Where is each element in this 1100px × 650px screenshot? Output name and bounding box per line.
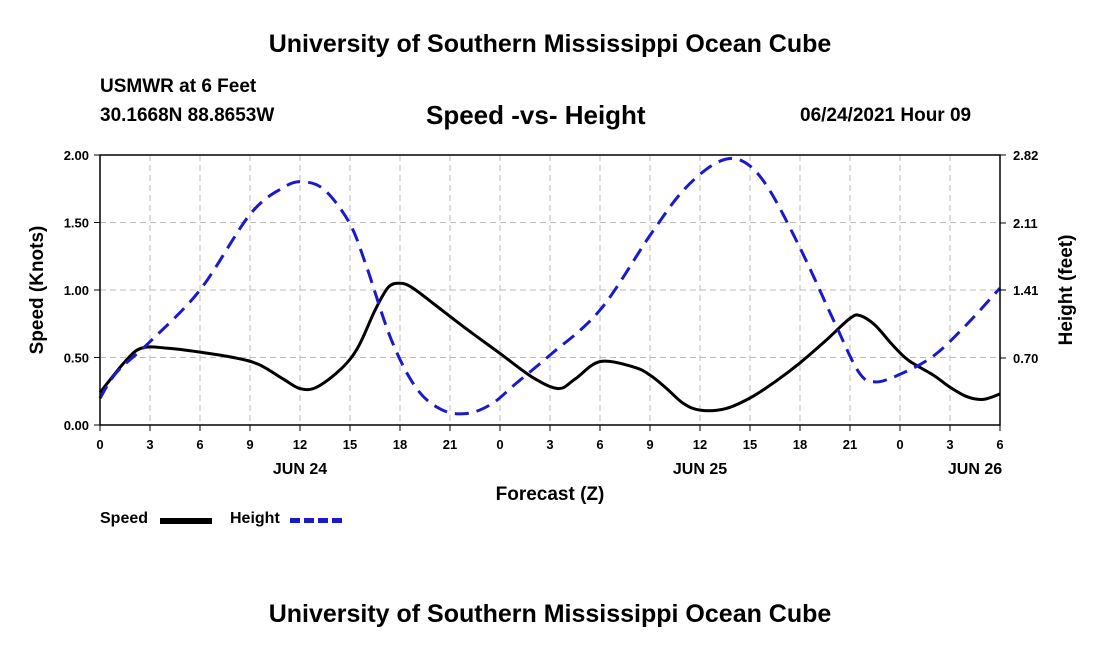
- series-line-speed: [98, 281, 1001, 413]
- x-tick-label: 18: [393, 437, 407, 452]
- x-tick-label: 3: [146, 437, 153, 452]
- x-tick-label: 3: [946, 437, 953, 452]
- x-tick-label: 0: [496, 437, 503, 452]
- day-label: JUN 26: [948, 461, 1002, 478]
- y-tick-label: 1.50: [64, 216, 89, 231]
- station-name: USMWR at 6 Feet: [100, 76, 257, 97]
- y-right-tick-label: 1.41: [1013, 283, 1038, 298]
- x-tick-label: 12: [693, 437, 707, 452]
- x-tick-label: 21: [843, 437, 857, 452]
- y-right-tick-label: 0.70: [1013, 351, 1038, 366]
- x-axis-title: Forecast (Z): [496, 484, 605, 505]
- x-tick-label: 6: [196, 437, 203, 452]
- x-tick-label: 6: [996, 437, 1003, 452]
- y-tick-label: 2.00: [64, 148, 89, 163]
- x-tick-label: 21: [443, 437, 457, 452]
- day-label: JUN 24: [273, 461, 327, 478]
- legend-height-swatch: [290, 518, 342, 523]
- station-coordinates: 30.1668N 88.8653W: [100, 105, 275, 126]
- forecast-date-hour: 06/24/2021 Hour 09: [800, 105, 972, 126]
- x-tick-label: 6: [596, 437, 603, 452]
- top-title: University of Southern Mississippi Ocean…: [268, 30, 832, 58]
- x-tick-label: 15: [343, 437, 357, 452]
- bottom-title: University of Southern Mississippi Ocean…: [268, 600, 832, 628]
- x-tick-label: 9: [246, 437, 253, 452]
- x-tick-label: 18: [793, 437, 807, 452]
- legend-speed-swatch: [160, 518, 212, 524]
- y-tick-label: 1.00: [64, 283, 89, 298]
- y-tick-label: 0.00: [64, 418, 89, 433]
- legend-speed-label: Speed: [100, 510, 149, 527]
- y-tick-label: 0.50: [64, 351, 89, 366]
- x-tick-label: 15: [743, 437, 757, 452]
- day-label: JUN 25: [673, 461, 727, 478]
- x-tick-label: 3: [546, 437, 553, 452]
- y-right-tick-label: 2.11: [1013, 216, 1038, 231]
- x-tick-label: 0: [896, 437, 903, 452]
- x-tick-label: 12: [293, 437, 307, 452]
- series-line-height: [98, 156, 1002, 416]
- x-tick-label: 9: [646, 437, 653, 452]
- legend-height-label: Height: [230, 510, 280, 527]
- y-right-tick-label: 2.82: [1013, 148, 1038, 163]
- x-tick-label: 0: [96, 437, 103, 452]
- y-axis-title: Speed (Knots): [27, 226, 48, 355]
- chart-title: Speed -vs- Height: [426, 100, 646, 130]
- y-right-axis-title: Height (feet): [1056, 235, 1077, 346]
- plot-frame: [99, 154, 1001, 426]
